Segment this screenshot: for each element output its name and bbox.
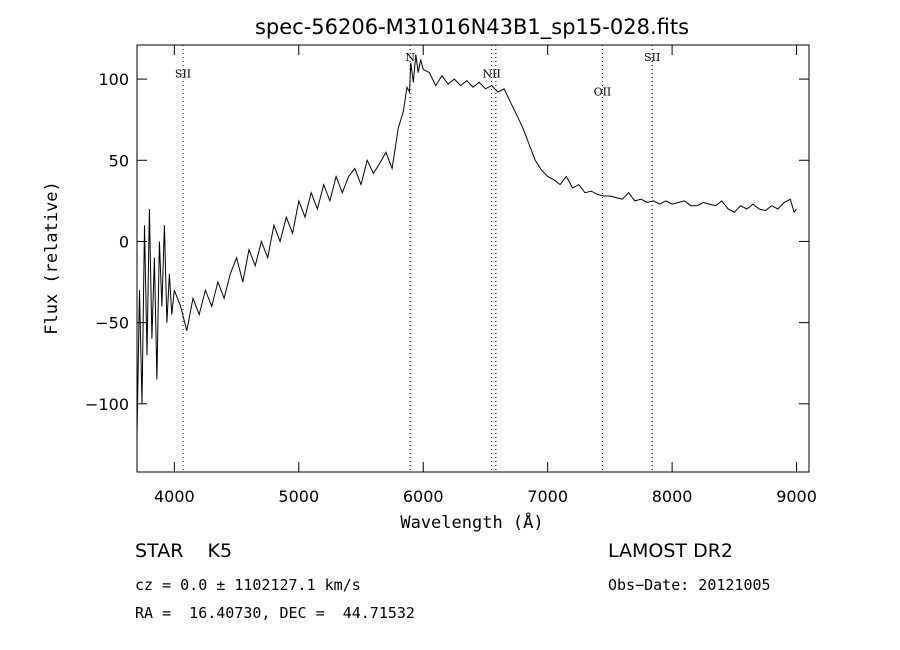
- x-tick-label: 4000: [154, 487, 195, 506]
- y-tick-label: −100: [85, 395, 129, 414]
- x-tick-label: 6000: [403, 487, 444, 506]
- coordinates: RA = 16.40730, DEC = 44.71532: [135, 604, 415, 622]
- ref-line-label: NII: [483, 67, 501, 80]
- ref-line-label: SII: [175, 67, 191, 80]
- velocity-text: cz = 0.0 ± 1102127.1 km/s: [135, 576, 361, 594]
- x-tick-label: 7000: [527, 487, 568, 506]
- y-tick-label: 0: [119, 232, 129, 251]
- x-tick-label: 5000: [278, 487, 319, 506]
- x-tick-label: 8000: [652, 487, 693, 506]
- survey-name: LAMOST DR2: [608, 540, 733, 562]
- y-tick-label: 50: [109, 151, 129, 170]
- spectrum-series-line: [136, 54, 797, 437]
- ref-line-label: SII: [644, 51, 660, 64]
- y-tick-label: −50: [95, 314, 129, 333]
- obs-date: Obs−Date: 20121005: [608, 576, 771, 594]
- x-axis-label: Wavelength (Å): [400, 511, 543, 533]
- chart-title: spec-56206-M31016N43B1_sp15-028.fits: [255, 15, 689, 40]
- ref-line-label: N: [405, 51, 415, 64]
- y-axis-label: Flux (relative): [42, 181, 62, 335]
- y-tick-label: 100: [98, 70, 129, 89]
- ref-line-label: OII: [594, 85, 612, 98]
- x-tick-label: 9000: [776, 487, 817, 506]
- plot-frame: [136, 44, 810, 473]
- object-type: STAR K5: [135, 540, 233, 562]
